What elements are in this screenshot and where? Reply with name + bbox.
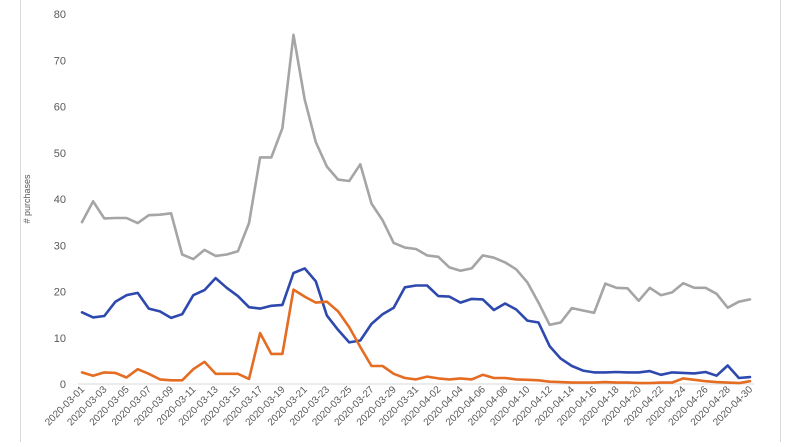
frame-border-left (20, 0, 21, 442)
series-layer (80, 33, 752, 385)
y-tick-label: 50 (54, 148, 66, 160)
y-axis-title: # purchases (22, 174, 32, 224)
frame-border-right (780, 0, 781, 442)
y-tick-label: 60 (54, 102, 66, 114)
y-axis: 0 10 20 30 40 50 60 70 80 (54, 9, 66, 391)
y-tick-label: 20 (54, 287, 66, 299)
series-line-3 (80, 288, 752, 385)
y-tick-label: 70 (54, 55, 66, 67)
y-tick-label: 40 (54, 194, 66, 206)
y-tick-label: 80 (54, 9, 66, 21)
y-tick-label: 30 (54, 240, 66, 252)
y-tick-label: 0 (60, 379, 66, 391)
series-line-1 (80, 33, 752, 327)
series-line-2 (80, 267, 752, 380)
y-tick-label: 10 (54, 333, 66, 345)
x-axis: 2020-03-012020-03-032020-03-052020-03-07… (43, 383, 755, 428)
